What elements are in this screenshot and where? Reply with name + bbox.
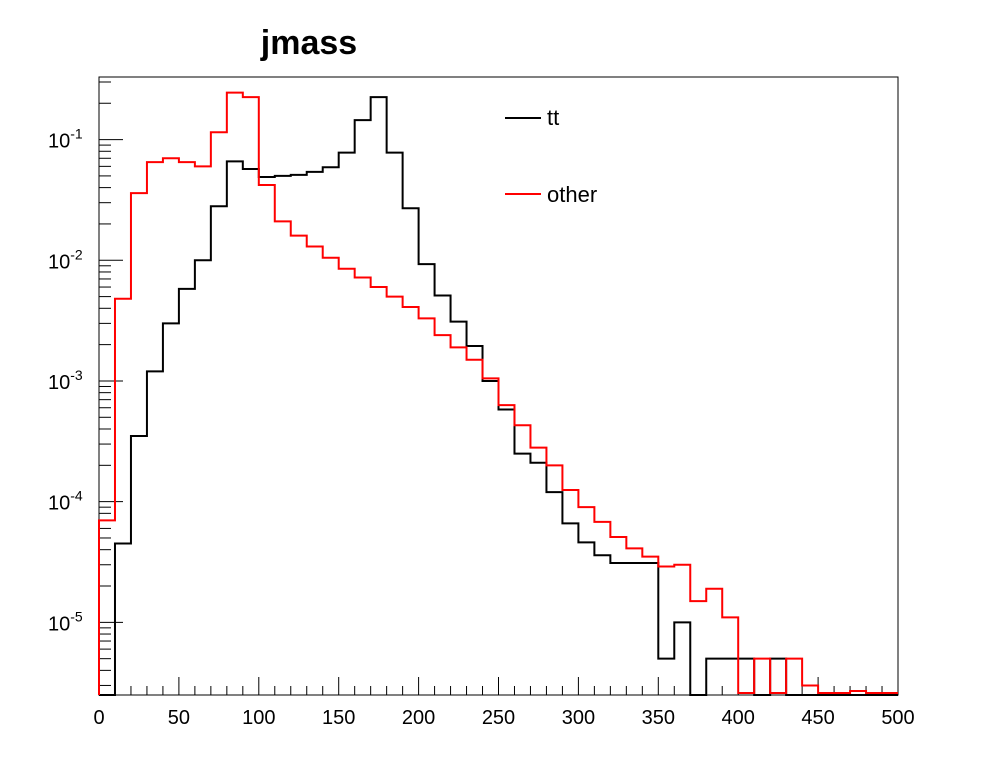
series-layer <box>98 91 898 696</box>
x-tick-label: 400 <box>722 707 755 729</box>
legend-label-tt: tt <box>547 105 559 130</box>
y-tick-label: 10-1 <box>48 126 83 153</box>
x-axis: 0 50 100 150 200 250 300 350 400 450 500 <box>93 677 915 729</box>
x-tick-label: 100 <box>242 707 275 729</box>
y-tick-label: 10-5 <box>48 608 83 635</box>
x-tick-label: 300 <box>562 707 595 729</box>
legend: tt other <box>505 105 597 207</box>
x-tick-label: 150 <box>322 707 355 729</box>
series-other-line <box>98 91 898 695</box>
x-tick-label: 500 <box>881 707 914 729</box>
legend-label-other: other <box>547 182 597 207</box>
x-tick-label: 50 <box>168 707 190 729</box>
y-tick-label: 10-3 <box>48 367 83 394</box>
y-tick-label: 10-4 <box>48 488 83 515</box>
x-tick-label: 250 <box>482 707 515 729</box>
y-tick-label: 10-2 <box>48 246 83 273</box>
chart-title: jmass <box>260 24 357 62</box>
x-tick-label: 0 <box>93 707 104 729</box>
x-tick-label: 350 <box>642 707 675 729</box>
series-tt-line <box>99 96 898 696</box>
x-tick-label: 450 <box>801 707 834 729</box>
y-axis: 10-1 10-2 10-3 10-4 10-5 <box>48 81 123 686</box>
x-tick-label: 200 <box>402 707 435 729</box>
